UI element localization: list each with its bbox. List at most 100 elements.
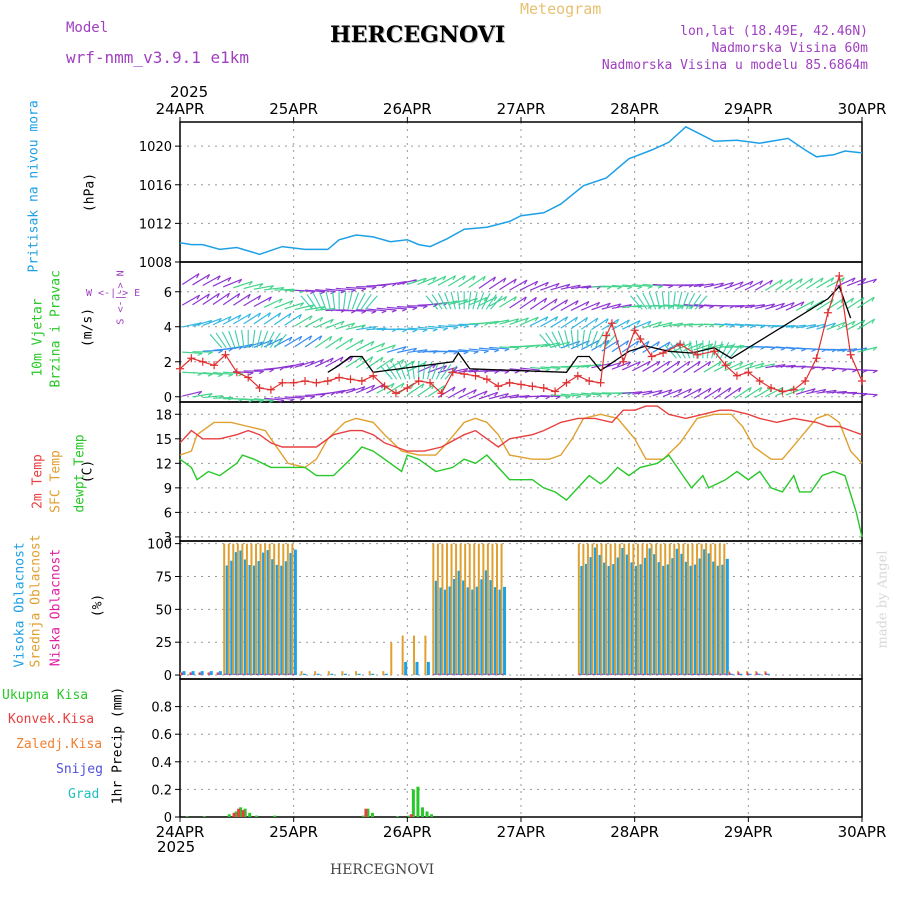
- wind-speed-marker: [335, 373, 344, 382]
- mid-cloud-bar: [436, 543, 439, 676]
- wind-fan-arrow: [422, 361, 426, 380]
- high-cloud-bar: [593, 547, 597, 676]
- wind-arrow-head: [697, 388, 702, 393]
- high-cloud-bar: [671, 558, 675, 676]
- wind-compass-h: W <-|-> E: [86, 288, 141, 299]
- low-cloud-bar: [451, 673, 454, 676]
- footer-station: HERCEGNOVI: [330, 862, 435, 878]
- wind-arrow: [765, 302, 785, 310]
- high-cloud-bar: [248, 565, 252, 676]
- wind-arrow: [693, 387, 712, 399]
- precip-total-bar: [370, 812, 374, 817]
- wind-arrow-head: [719, 324, 725, 328]
- low-cloud-bar: [496, 673, 499, 676]
- wind-arrow-head: [586, 394, 592, 399]
- wind-fan-arrow: [269, 332, 281, 349]
- wind-arrow: [468, 275, 486, 289]
- wind-arrow-head: [504, 393, 509, 398]
- wind-arrow-head: [851, 320, 856, 326]
- wind-fan-arrow: [648, 292, 657, 310]
- wind-arrow: [724, 323, 745, 327]
- wind-arrow: [713, 387, 732, 400]
- wind-arrow: [621, 320, 641, 330]
- wind-arrow-head: [248, 281, 253, 286]
- wind-arrow-head: [626, 361, 632, 367]
- wind-arrow-head: [760, 325, 766, 329]
- wind-arrow: [222, 293, 241, 306]
- wind-arrow-head: [564, 316, 569, 322]
- wind-arrow-head: [217, 374, 223, 378]
- wind-arrow: [294, 304, 315, 311]
- wind-arrow-head: [217, 275, 221, 281]
- wind-fan-arrow: [332, 291, 336, 310]
- wind-arrow: [632, 360, 651, 372]
- wind-speed-marker: [551, 387, 560, 396]
- wind-fan-arrow: [450, 291, 456, 310]
- x-tick-label-bottom: 24APR: [156, 823, 205, 841]
- wind-arrow: [253, 368, 274, 371]
- wind-arrow-head: [544, 281, 549, 287]
- wind-arrow: [182, 322, 202, 328]
- wind-arrow-head: [412, 329, 418, 333]
- x-tick-label-bottom: 26APR: [383, 823, 432, 841]
- wind-arrow: [734, 304, 755, 308]
- wind-speed-marker: [602, 331, 611, 340]
- wind-fan-arrow: [581, 329, 585, 348]
- wind-arrow-head: [872, 346, 878, 351]
- wind-arrow-head: [800, 348, 806, 352]
- mid-cloud-bar: [495, 543, 498, 676]
- wind-fan-arrow: [661, 291, 665, 310]
- high-cloud-bar: [648, 548, 652, 676]
- precip-conv-bar: [237, 808, 241, 817]
- wind-arrow-head: [268, 296, 272, 302]
- wind-arrow-head: [790, 302, 795, 307]
- wind-arrow-head: [492, 276, 496, 282]
- wind-fan-arrow: [677, 291, 683, 310]
- high-cloud-bar: [439, 587, 443, 676]
- wind-arrow-head: [370, 341, 375, 346]
- wind-arrow: [734, 280, 754, 291]
- mid-cloud-bar: [273, 543, 276, 676]
- wind-arrow-head: [288, 336, 293, 342]
- wind-fan-arrow: [435, 363, 446, 380]
- wind-arrow-head: [258, 283, 264, 288]
- wind-arrow: [672, 360, 691, 374]
- wind-arrow: [642, 283, 663, 287]
- wind-arrow: [417, 326, 438, 330]
- wind-arrow: [693, 361, 711, 373]
- wind-fan-arrow: [260, 330, 269, 348]
- wind-speed-marker: [562, 378, 571, 387]
- low-cloud-bar: [251, 673, 253, 676]
- mid-cloud-bar: [655, 543, 658, 676]
- wind-arrow-head: [401, 308, 408, 312]
- high-cloud-bar: [443, 589, 447, 676]
- wind-arrow: [805, 299, 824, 311]
- wind-arrow-head: [288, 313, 292, 319]
- wind-arrow: [458, 297, 478, 306]
- wind-arrow: [601, 285, 622, 288]
- wind-arrow: [816, 298, 834, 311]
- wind-arrow: [519, 316, 539, 326]
- wind-arrow: [724, 361, 743, 372]
- low-cloud-bar: [628, 673, 631, 676]
- wind-arrow: [550, 366, 571, 368]
- low-cloud-bar: [633, 673, 635, 676]
- wind-arrow-head: [636, 361, 641, 367]
- wind-arrow-head: [555, 395, 561, 400]
- wind-arrow-head: [678, 284, 684, 289]
- wind-arrow-head: [565, 283, 571, 289]
- low-cloud-bar: [224, 673, 226, 676]
- wind-arrow-head: [206, 274, 211, 280]
- wind-arrow: [642, 360, 661, 372]
- high-cloud-bar: [675, 548, 679, 676]
- wind-arrow-head: [247, 294, 251, 299]
- mid-cloud-bar: [650, 543, 653, 676]
- clouds-ytick-label: 50: [155, 603, 172, 618]
- wind-arrow: [427, 385, 445, 398]
- wind-arrow: [744, 280, 763, 291]
- wind-arrow-head: [811, 388, 816, 393]
- wind-arrow: [755, 363, 775, 369]
- wind-arrow-head: [871, 296, 875, 302]
- wind-arrow-head: [320, 291, 326, 295]
